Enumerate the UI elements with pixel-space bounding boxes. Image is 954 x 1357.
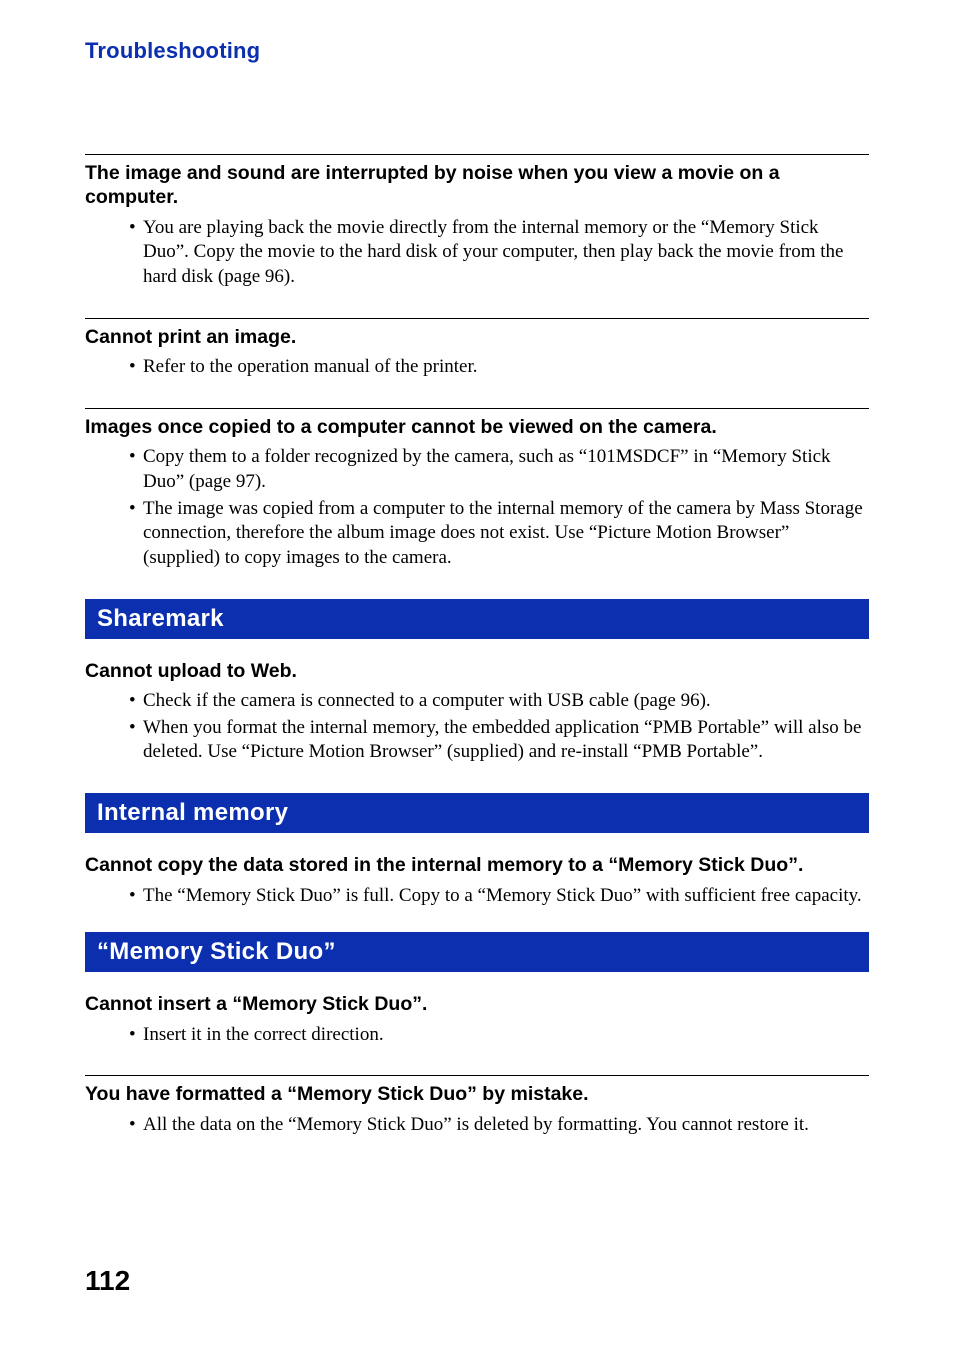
issue-bullets: You are playing back the movie directly … bbox=[85, 216, 869, 290]
issues-top-group: The image and sound are interrupted by n… bbox=[85, 154, 869, 571]
issue-bullets: All the data on the “Memory Stick Duo” i… bbox=[85, 1113, 869, 1138]
page-number: 112 bbox=[85, 1265, 130, 1297]
issue-block-noborder: Cannot upload to Web. Check if the camer… bbox=[85, 659, 869, 765]
issue-heading: Cannot print an image. bbox=[85, 325, 869, 349]
issue-heading: Cannot upload to Web. bbox=[85, 659, 869, 683]
section-bar-memory-stick-duo: “Memory Stick Duo” bbox=[85, 932, 869, 972]
issue-block-noborder: Cannot copy the data stored in the inter… bbox=[85, 853, 869, 908]
issue-bullet: The “Memory Stick Duo” is full. Copy to … bbox=[131, 884, 869, 909]
issue-bullet: All the data on the “Memory Stick Duo” i… bbox=[131, 1113, 869, 1138]
issue-heading: You have formatted a “Memory Stick Duo” … bbox=[85, 1082, 869, 1106]
issue-heading: Cannot insert a “Memory Stick Duo”. bbox=[85, 992, 869, 1016]
section-bar-sharemark: Sharemark bbox=[85, 599, 869, 639]
section-bar-internal-memory: Internal memory bbox=[85, 793, 869, 833]
issue-bullets: Copy them to a folder recognized by the … bbox=[85, 445, 869, 570]
issue-heading: Images once copied to a computer cannot … bbox=[85, 415, 869, 439]
issue-block: Images once copied to a computer cannot … bbox=[85, 408, 869, 571]
issue-heading: Cannot copy the data stored in the inter… bbox=[85, 853, 869, 877]
issue-block-noborder: Cannot insert a “Memory Stick Duo”. Inse… bbox=[85, 992, 869, 1047]
issue-bullet: Refer to the operation manual of the pri… bbox=[131, 355, 869, 380]
issue-bullet: The image was copied from a computer to … bbox=[131, 497, 869, 571]
issue-bullets: Check if the camera is connected to a co… bbox=[85, 689, 869, 765]
issue-bullets: The “Memory Stick Duo” is full. Copy to … bbox=[85, 884, 869, 909]
issue-block: You have formatted a “Memory Stick Duo” … bbox=[85, 1075, 869, 1137]
issue-heading: The image and sound are interrupted by n… bbox=[85, 161, 869, 210]
issue-bullets: Insert it in the correct direction. bbox=[85, 1023, 869, 1048]
issue-bullet: Copy them to a folder recognized by the … bbox=[131, 445, 869, 494]
issue-bullets: Refer to the operation manual of the pri… bbox=[85, 355, 869, 380]
issue-bullet: When you format the internal memory, the… bbox=[131, 716, 869, 765]
issue-block: The image and sound are interrupted by n… bbox=[85, 154, 869, 290]
issue-bullet: Check if the camera is connected to a co… bbox=[131, 689, 869, 714]
issue-block: Cannot print an image. Refer to the oper… bbox=[85, 318, 869, 380]
chapter-title: Troubleshooting bbox=[85, 38, 869, 64]
issue-bullet: Insert it in the correct direction. bbox=[131, 1023, 869, 1048]
issue-bullet: You are playing back the movie directly … bbox=[131, 216, 869, 290]
